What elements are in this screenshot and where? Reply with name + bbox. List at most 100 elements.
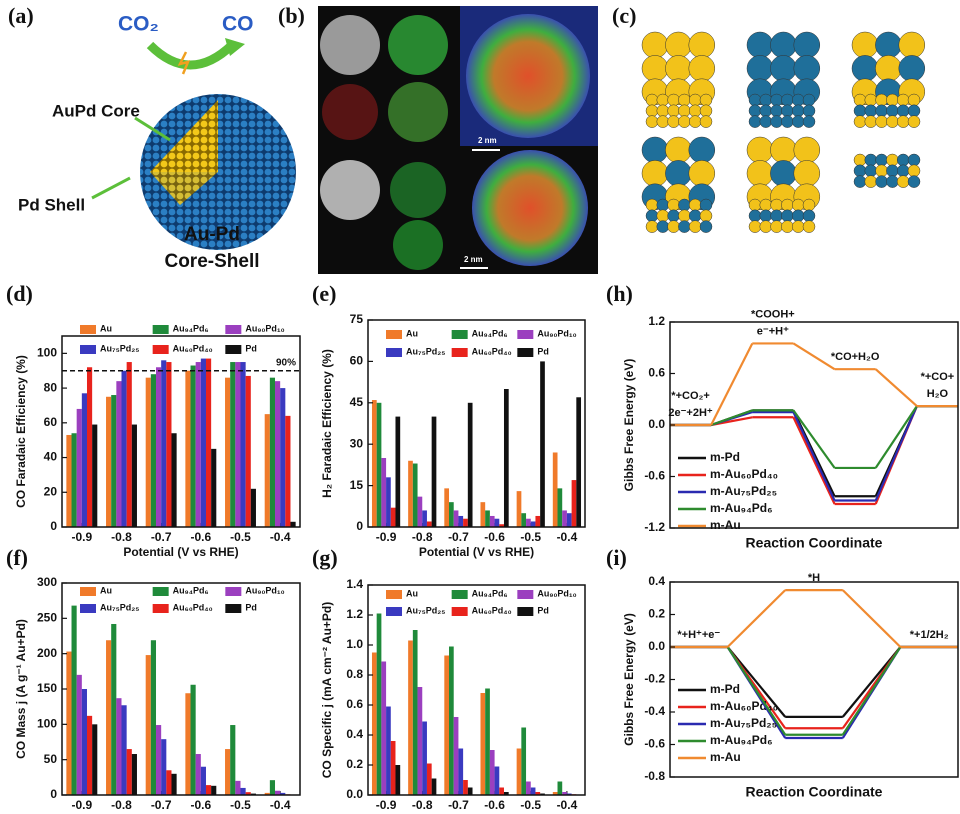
bar (225, 378, 230, 527)
y-tick-label: -1.2 (644, 520, 665, 534)
atom (747, 137, 773, 163)
atom (678, 199, 690, 211)
legend-swatch (386, 607, 402, 616)
bar (495, 767, 500, 796)
legend-label: m-Au₇₅Pd₂₅ (710, 484, 777, 498)
atom (794, 32, 820, 58)
bar (132, 425, 137, 527)
x-axis-label: Potential (V vs RHE) (123, 545, 238, 559)
legend-label: Au (406, 328, 418, 338)
bar (156, 725, 161, 795)
atom (700, 221, 712, 233)
x-tick-label: -0.5 (230, 530, 251, 544)
panel-label: (c) (612, 3, 636, 28)
x-tick-label: -0.6 (484, 530, 505, 544)
legend-swatch (153, 604, 169, 613)
bar (372, 400, 377, 527)
bar (87, 716, 92, 795)
atom (908, 165, 920, 177)
bar (558, 488, 563, 527)
bar (106, 640, 111, 795)
legend-label: Au₉₄Pd₆ (173, 585, 209, 595)
bar (206, 785, 211, 795)
bar (386, 707, 391, 796)
plot-frame (670, 582, 958, 777)
label-core: AuPd Core (52, 101, 140, 120)
x-tick-label: -0.4 (557, 798, 578, 812)
atom (908, 176, 920, 188)
bar (422, 510, 427, 527)
y-tick-label: 0.0 (346, 787, 363, 801)
atom (678, 94, 690, 106)
state-label: 2e⁻+2H⁺ (668, 407, 713, 419)
reference-label: 90% (276, 357, 296, 368)
atom (803, 105, 815, 117)
legend-swatch (225, 587, 241, 596)
label-title: Au-Pd (184, 224, 240, 245)
bar (191, 366, 196, 527)
legend-swatch (80, 604, 96, 613)
atom (897, 94, 909, 106)
atom (908, 116, 920, 128)
legend-label: Au₉₄Pd₆ (472, 588, 508, 598)
atom (760, 210, 772, 222)
atom (646, 199, 658, 211)
legend-label: Au₉₄Pd₆ (472, 328, 508, 338)
legend-swatch (80, 587, 96, 596)
atom (689, 94, 701, 106)
bar (495, 519, 500, 527)
legend-swatch (452, 590, 468, 599)
bar (290, 522, 295, 527)
y-tick-label: -0.2 (644, 672, 665, 686)
panel-label: (f) (6, 545, 28, 570)
haadf-image (320, 160, 380, 220)
legend-label: Pd (537, 605, 549, 615)
legend-label: Au (406, 588, 418, 598)
atom (886, 176, 898, 188)
bar (122, 371, 127, 527)
bar (156, 367, 161, 527)
energy-connector (728, 590, 786, 647)
bar (485, 689, 490, 796)
y-tick-label: -0.6 (644, 737, 665, 751)
atom (689, 199, 701, 211)
bar (432, 417, 437, 527)
bar (77, 409, 82, 527)
atom (852, 55, 878, 81)
bar (535, 516, 540, 527)
atom (665, 32, 691, 58)
bar (87, 367, 92, 527)
plot-frame (62, 583, 300, 795)
x-tick-label: -0.4 (270, 798, 291, 812)
label-co2: CO₂ (118, 13, 159, 36)
atom (865, 116, 877, 128)
energy-connector (843, 647, 901, 735)
bar (196, 362, 201, 527)
atom (899, 32, 925, 58)
atom (886, 116, 898, 128)
atom (876, 165, 888, 177)
bar (235, 362, 240, 527)
bar (66, 435, 71, 527)
scale-label: 2 nm (464, 255, 483, 264)
bar (418, 687, 423, 795)
energy-connector (793, 412, 834, 500)
bar (201, 359, 206, 527)
bar (567, 513, 572, 527)
x-tick-label: -0.9 (376, 530, 397, 544)
atom (760, 105, 772, 117)
atom (747, 32, 773, 58)
x-tick-label: -0.9 (71, 798, 92, 812)
bar (408, 461, 413, 527)
atom (852, 32, 878, 58)
legend-label: m-Au₉₄Pd₆ (710, 501, 773, 515)
bar (82, 393, 87, 527)
y-tick-label: 0.6 (648, 366, 665, 380)
bar (454, 510, 459, 527)
x-tick-label: -0.8 (111, 798, 132, 812)
atom (668, 210, 680, 222)
atom (794, 137, 820, 163)
x-tick-label: -0.9 (376, 798, 397, 812)
atom (792, 94, 804, 106)
y-tick-label: 75 (350, 312, 364, 326)
